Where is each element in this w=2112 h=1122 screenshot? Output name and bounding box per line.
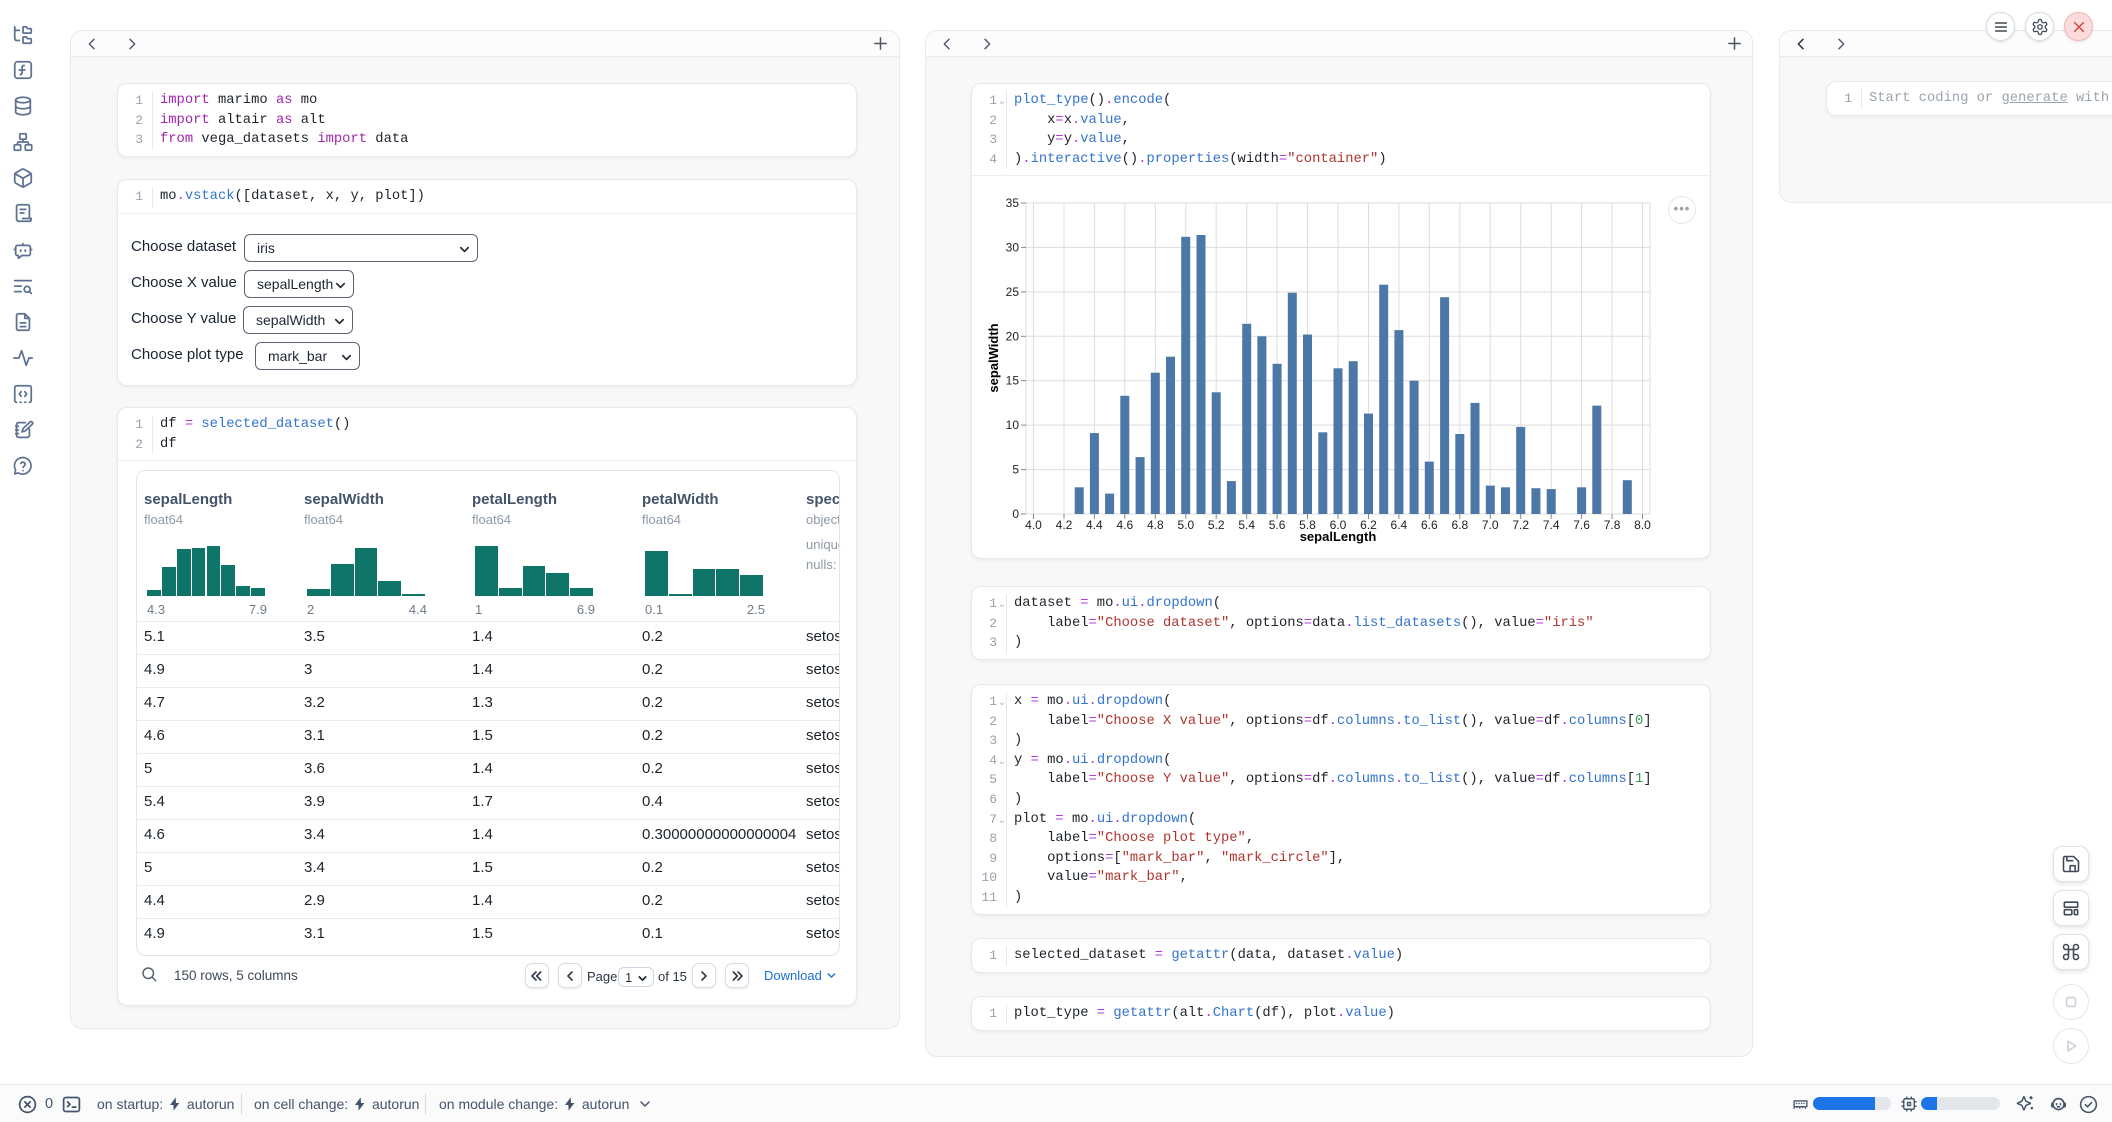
svg-text:4.0: 4.0 [1025,518,1042,532]
svg-text:10: 10 [1006,418,1020,432]
svg-text:5.2: 5.2 [1208,518,1225,532]
svg-text:7.0: 7.0 [1482,518,1499,532]
svg-text:5.0: 5.0 [1177,518,1194,532]
svg-text:35: 35 [1006,196,1020,210]
svg-text:sepalLength: sepalLength [1300,529,1377,544]
svg-text:4.6: 4.6 [1116,518,1133,532]
svg-text:7.6: 7.6 [1573,518,1590,532]
svg-text:7.8: 7.8 [1604,518,1621,532]
svg-text:8.0: 8.0 [1634,518,1651,532]
svg-text:4.4: 4.4 [1086,518,1103,532]
svg-text:6.8: 6.8 [1451,518,1468,532]
svg-text:7.2: 7.2 [1512,518,1529,532]
svg-text:sepalWidth: sepalWidth [986,324,1001,393]
svg-text:30: 30 [1006,241,1020,255]
svg-text:4.2: 4.2 [1056,518,1073,532]
svg-text:25: 25 [1006,285,1020,299]
svg-text:0: 0 [1012,507,1019,521]
svg-text:5: 5 [1012,463,1019,477]
svg-text:20: 20 [1006,330,1020,344]
svg-text:6.2: 6.2 [1360,518,1377,532]
svg-text:7.4: 7.4 [1543,518,1560,532]
svg-text:5.8: 5.8 [1299,518,1316,532]
svg-text:4.8: 4.8 [1147,518,1164,532]
svg-text:5.6: 5.6 [1269,518,1286,532]
svg-text:6.0: 6.0 [1330,518,1347,532]
svg-text:5.4: 5.4 [1238,518,1255,532]
svg-text:6.4: 6.4 [1391,518,1408,532]
svg-text:6.6: 6.6 [1421,518,1438,532]
svg-text:15: 15 [1006,374,1020,388]
